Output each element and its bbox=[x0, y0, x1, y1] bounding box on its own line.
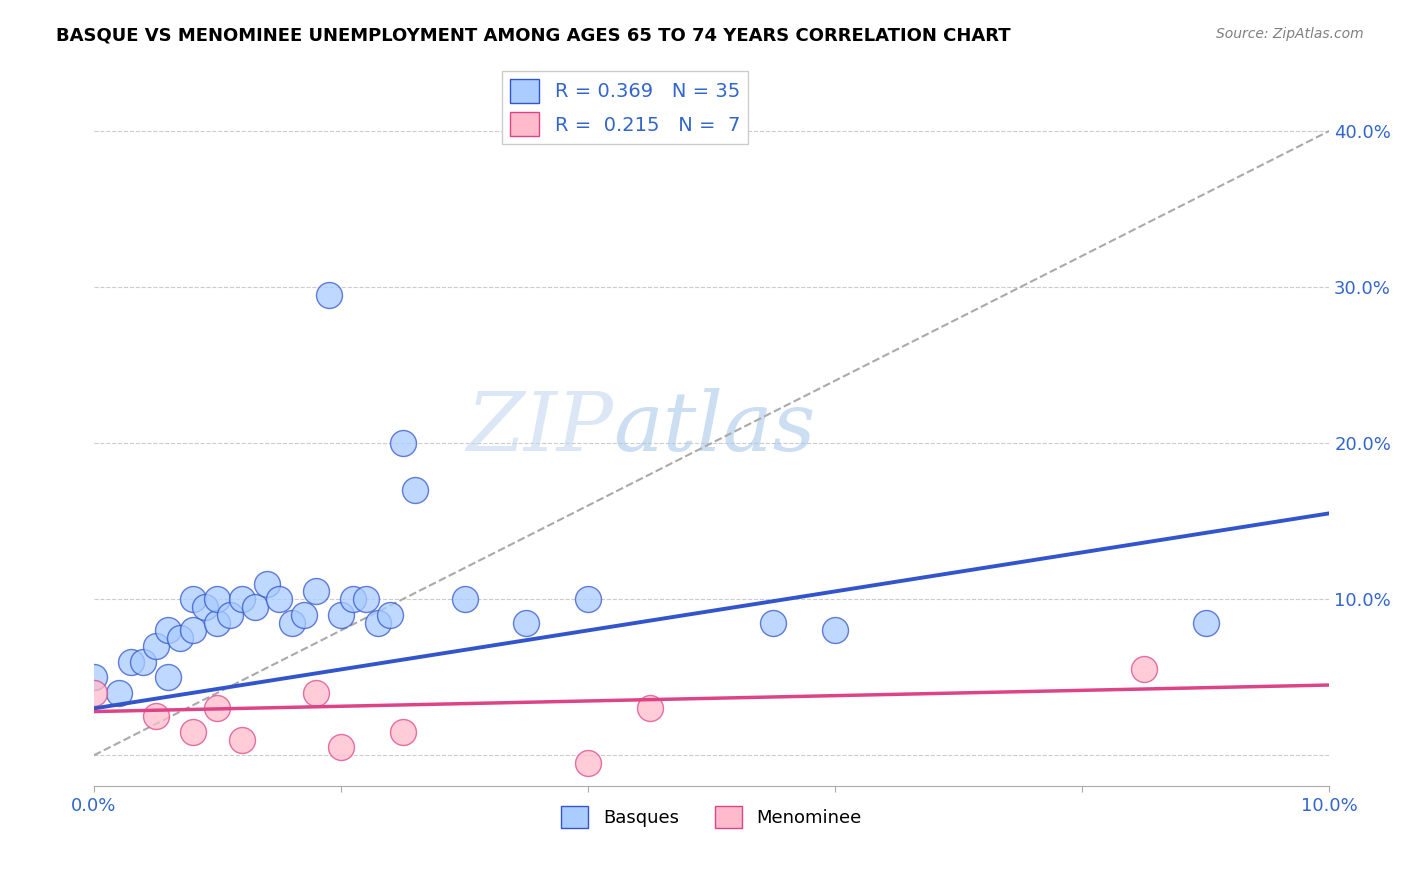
Point bbox=[330, 607, 353, 622]
Point bbox=[453, 592, 475, 607]
Point bbox=[132, 655, 155, 669]
Point bbox=[305, 584, 328, 599]
Point bbox=[638, 701, 661, 715]
Point bbox=[342, 592, 364, 607]
Point bbox=[145, 639, 167, 653]
Point bbox=[83, 686, 105, 700]
Point bbox=[181, 592, 204, 607]
Point bbox=[207, 615, 229, 630]
Point bbox=[256, 576, 278, 591]
Point bbox=[194, 599, 217, 614]
Point bbox=[292, 607, 315, 622]
Point bbox=[1133, 662, 1156, 676]
Point bbox=[269, 592, 291, 607]
Point bbox=[107, 686, 129, 700]
Point bbox=[515, 615, 537, 630]
Point bbox=[231, 592, 253, 607]
Point bbox=[181, 724, 204, 739]
Point bbox=[318, 288, 340, 302]
Text: Source: ZipAtlas.com: Source: ZipAtlas.com bbox=[1216, 27, 1364, 41]
Point bbox=[330, 740, 353, 755]
Text: atlas: atlas bbox=[613, 387, 815, 467]
Point bbox=[391, 436, 413, 450]
Point bbox=[762, 615, 785, 630]
Point bbox=[218, 607, 240, 622]
Point bbox=[380, 607, 402, 622]
Text: BASQUE VS MENOMINEE UNEMPLOYMENT AMONG AGES 65 TO 74 YEARS CORRELATION CHART: BASQUE VS MENOMINEE UNEMPLOYMENT AMONG A… bbox=[56, 27, 1011, 45]
Point bbox=[576, 592, 599, 607]
Point bbox=[157, 670, 180, 684]
Point bbox=[1195, 615, 1218, 630]
Point bbox=[157, 624, 180, 638]
Point bbox=[824, 624, 846, 638]
Text: ZIP: ZIP bbox=[465, 387, 613, 467]
Point bbox=[120, 655, 142, 669]
Point bbox=[367, 615, 389, 630]
Point bbox=[391, 724, 413, 739]
Point bbox=[354, 592, 377, 607]
Point bbox=[243, 599, 266, 614]
Point bbox=[181, 624, 204, 638]
Point bbox=[280, 615, 302, 630]
Point bbox=[207, 592, 229, 607]
Point bbox=[169, 631, 191, 645]
Point bbox=[231, 732, 253, 747]
Point bbox=[576, 756, 599, 770]
Point bbox=[404, 483, 426, 497]
Point bbox=[83, 670, 105, 684]
Point bbox=[305, 686, 328, 700]
Point bbox=[145, 709, 167, 723]
Legend: Basques, Menominee: Basques, Menominee bbox=[554, 798, 869, 835]
Point bbox=[207, 701, 229, 715]
